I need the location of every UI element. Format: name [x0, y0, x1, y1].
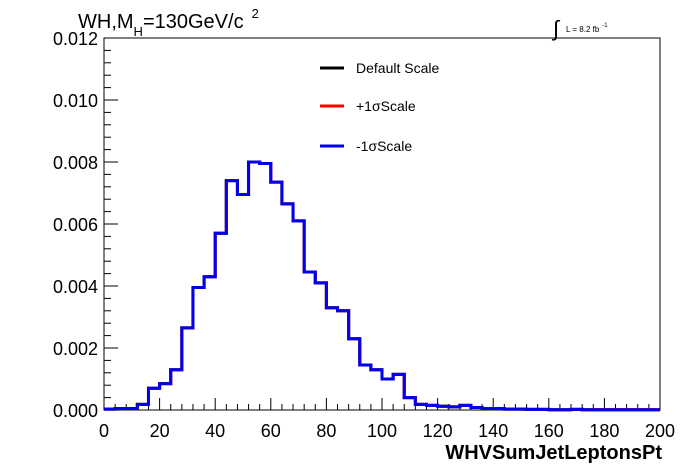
svg-text:WH,MH=130GeV/c2: WH,MH=130GeV/c 2 — [78, 6, 259, 39]
x-axis: 0 20 40 60 80 100 120 140 160 180 200 — [99, 398, 675, 441]
luminosity-superscript: -1 — [602, 23, 608, 29]
legend-label: +1σScale — [356, 98, 416, 114]
title-subscript: H — [134, 24, 143, 39]
histogram-line-3 — [104, 160, 660, 412]
integral-icon: ∫ — [551, 16, 561, 41]
x-tick-label: 0 — [99, 421, 109, 441]
plot-frame — [103, 37, 661, 411]
title-superscript: 2 — [252, 6, 259, 21]
legend: Default Scale +1σScale -1σScale — [320, 60, 439, 154]
x-axis-title: WHVSumJetLeptonsPt — [445, 442, 662, 464]
y-tick-label: 0.006 — [53, 215, 98, 235]
histogram-series — [104, 160, 660, 412]
x-tick-label: 60 — [261, 421, 281, 441]
legend-label: -1σScale — [356, 138, 412, 154]
title-prefix: WH,M — [78, 11, 134, 33]
x-tick-label: 100 — [367, 421, 397, 441]
y-axis: 0.000 0.002 0.004 0.006 0.008 0.010 0.012 — [53, 29, 118, 421]
y-tick-label: 0.004 — [53, 277, 98, 297]
x-tick-label: 140 — [478, 421, 508, 441]
y-tick-label: 0.002 — [53, 339, 98, 359]
chart-title: WH,MH=130GeV/c 2 — [78, 6, 259, 39]
x-tick-label: 120 — [423, 421, 453, 441]
y-tick-label: 0.000 — [53, 401, 98, 421]
title-mid: =130GeV/c — [143, 11, 244, 33]
legend-label: Default Scale — [356, 60, 439, 76]
x-tick-label: 20 — [150, 421, 170, 441]
luminosity-text: L = 8.2 fb — [566, 25, 600, 34]
x-tick-label: 180 — [589, 421, 619, 441]
y-tick-label: 0.012 — [53, 29, 98, 49]
y-tick-label: 0.008 — [53, 153, 98, 173]
x-tick-label: 200 — [645, 421, 675, 441]
luminosity-label: ∫ L = 8.2 fb -1 — [551, 16, 608, 41]
y-tick-label: 0.010 — [53, 91, 98, 111]
x-tick-label: 80 — [316, 421, 336, 441]
x-tick-label: 40 — [205, 421, 225, 441]
svg-text:L = 8.2 fb-1: L = 8.2 fb -1 — [566, 23, 608, 34]
x-tick-label: 160 — [534, 421, 564, 441]
